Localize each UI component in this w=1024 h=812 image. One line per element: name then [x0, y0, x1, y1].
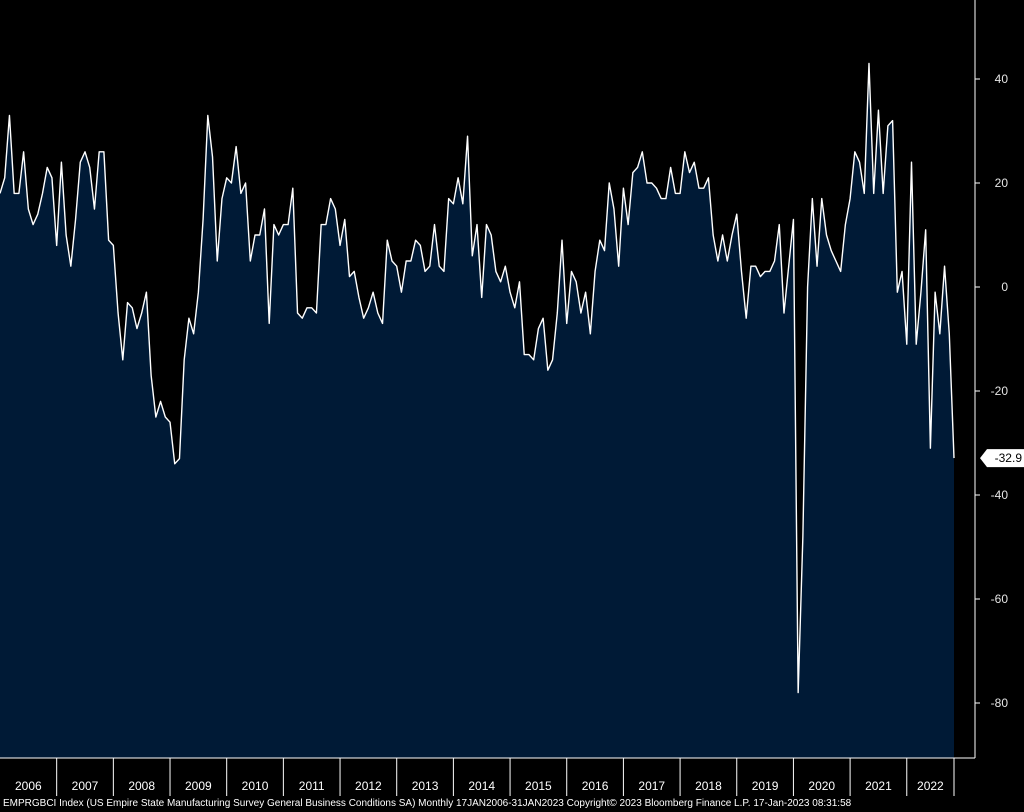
last-value-marker: -32.9: [980, 449, 1024, 468]
x-tick-label: 2017: [638, 779, 665, 793]
last-value-label: -32.9: [995, 451, 1023, 465]
x-tick-label: 2022: [917, 779, 944, 793]
last-value-box: [980, 449, 1024, 468]
y-axis: 40 20 0 -20 -40 -60 -80: [974, 0, 1009, 758]
series-area-fill: [0, 63, 954, 758]
y-tick-label: 40: [995, 72, 1009, 86]
x-tick-label: 2006: [15, 779, 42, 793]
x-tick-label: 2016: [582, 779, 609, 793]
x-tick-label: 2019: [752, 779, 779, 793]
x-tick-label: 2018: [695, 779, 722, 793]
series-line: [0, 62, 955, 694]
x-tick-label: 2010: [242, 779, 269, 793]
x-tick-label: 2007: [72, 779, 99, 793]
y-tick-label: -40: [991, 488, 1009, 502]
y-tick-label: 0: [1001, 280, 1008, 294]
x-tick-label: 2014: [468, 779, 495, 793]
x-tick-label: 2012: [355, 779, 382, 793]
y-tick-label: -80: [991, 696, 1009, 710]
chart-footer: EMPRGBCI Index (US Empire State Manufact…: [3, 798, 852, 809]
x-tick-label: 2015: [525, 779, 552, 793]
x-tick-label: 2021: [865, 779, 892, 793]
y-tick-label: -60: [991, 592, 1009, 606]
x-tick-label: 2011: [299, 779, 325, 793]
x-axis: 2006 2007 2008 2009 2010 2011 2012 2013 2014 2015…: [0, 757, 975, 796]
x-tick-label: 2009: [185, 779, 212, 793]
y-tick-label: -20: [991, 384, 1009, 398]
x-tick-label: 2013: [412, 779, 439, 793]
x-tick-label: 2020: [808, 779, 835, 793]
x-tick-label: 2008: [128, 779, 155, 793]
y-tick-label: 20: [995, 176, 1009, 190]
